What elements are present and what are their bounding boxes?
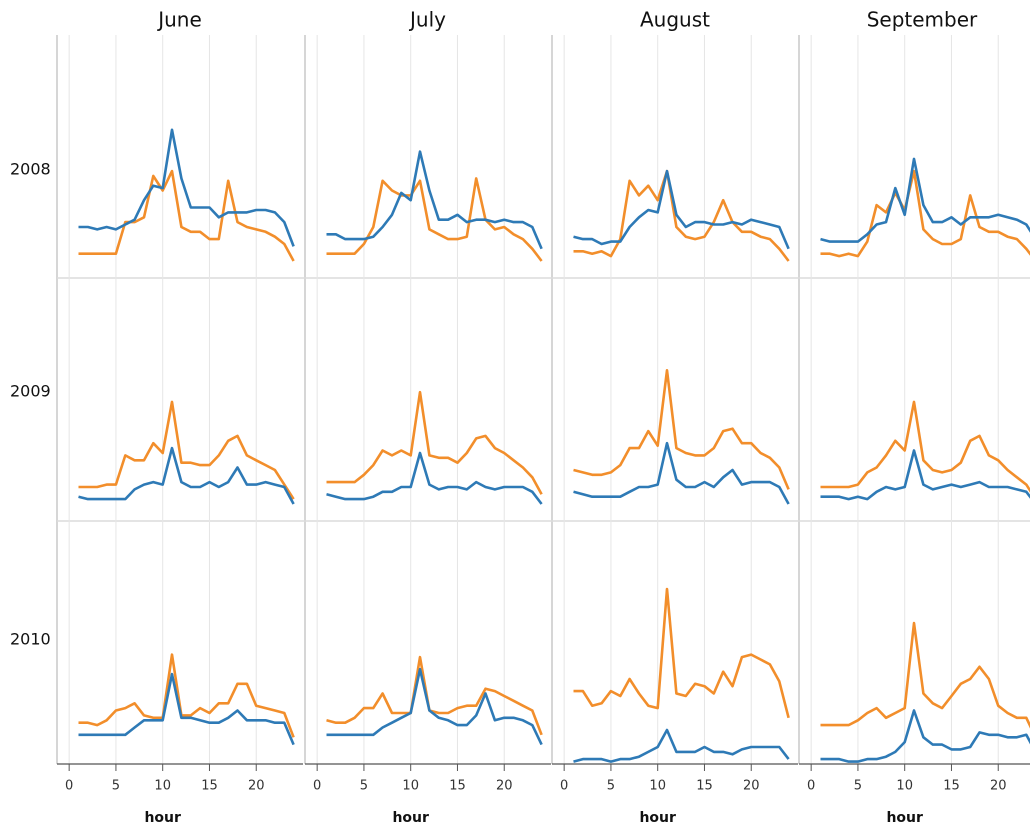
x-tick-label: 5 xyxy=(854,779,862,794)
series-line xyxy=(573,728,790,763)
x-tick-label: 0 xyxy=(807,779,815,794)
row-label: 2009 xyxy=(10,382,51,401)
series-line xyxy=(326,177,543,262)
series-line xyxy=(820,169,1030,258)
series-line xyxy=(78,128,295,247)
series-line xyxy=(820,709,1030,763)
x-axis-label: hour xyxy=(639,810,676,826)
x-tick-label: 0 xyxy=(65,779,73,794)
series-line xyxy=(78,672,295,746)
series-line xyxy=(78,169,295,262)
x-tick-label: 5 xyxy=(112,779,120,794)
column-title: August xyxy=(640,8,710,32)
series-line xyxy=(326,150,543,250)
row-label: 2010 xyxy=(10,630,51,649)
x-tick-label: 15 xyxy=(201,779,218,794)
x-tick-label: 0 xyxy=(313,779,321,794)
x-axis-label: hour xyxy=(392,810,429,826)
series-line xyxy=(326,667,543,746)
series-line xyxy=(820,157,1030,243)
x-tick-label: 15 xyxy=(943,779,960,794)
column-title: September xyxy=(867,8,978,32)
series-line xyxy=(820,449,1030,501)
x-tick-label: 5 xyxy=(607,779,615,794)
row-label: 2008 xyxy=(10,160,51,179)
x-axis-label: hour xyxy=(886,810,923,826)
x-tick-label: 0 xyxy=(560,779,568,794)
x-tick-label: 15 xyxy=(696,779,713,794)
x-tick-label: 10 xyxy=(896,779,913,794)
x-tick-label: 5 xyxy=(360,779,368,794)
series-line xyxy=(820,621,1030,729)
series-line xyxy=(573,369,790,490)
x-tick-label: 20 xyxy=(743,779,760,794)
x-tick-label: 20 xyxy=(496,779,513,794)
x-tick-label: 10 xyxy=(154,779,171,794)
series-line xyxy=(326,655,543,736)
series-line xyxy=(573,169,790,262)
series-line xyxy=(326,451,543,505)
series-line xyxy=(573,587,790,719)
x-tick-label: 20 xyxy=(248,779,265,794)
series-line xyxy=(573,169,790,250)
series-line xyxy=(820,400,1030,493)
series-line xyxy=(326,390,543,495)
series-line xyxy=(78,446,295,505)
x-tick-label: 10 xyxy=(649,779,666,794)
x-tick-label: 10 xyxy=(402,779,419,794)
column-title: June xyxy=(156,8,202,32)
series-line xyxy=(78,400,295,500)
series-line xyxy=(78,653,295,738)
series-line xyxy=(573,441,790,505)
x-axis-label: hour xyxy=(144,810,181,826)
x-tick-label: 15 xyxy=(449,779,466,794)
x-tick-label: 20 xyxy=(990,779,1007,794)
column-title: July xyxy=(408,8,446,32)
